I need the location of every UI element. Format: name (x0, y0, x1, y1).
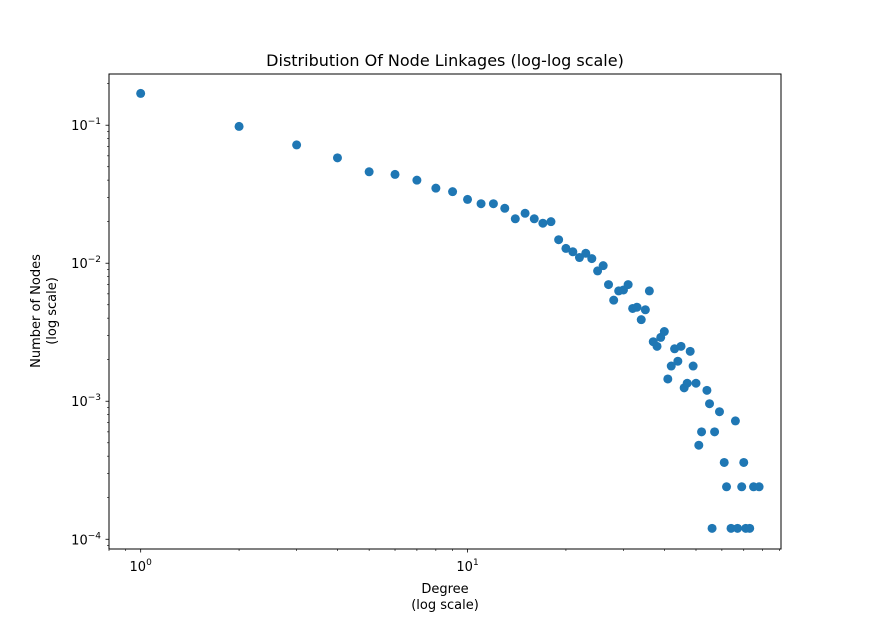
x-tick-label: 101 (456, 558, 478, 575)
data-point (598, 261, 608, 271)
chart-title: Distribution Of Node Linkages (log-log s… (266, 51, 624, 70)
data-point (739, 457, 749, 467)
data-point (754, 482, 764, 492)
data-point (673, 356, 683, 366)
data-point (705, 399, 715, 409)
data-point (722, 482, 732, 492)
y-tick-label-exponent: −3 (88, 393, 101, 403)
data-point (554, 235, 564, 245)
y-tick-label: 10−2 (71, 255, 101, 272)
data-point (730, 416, 740, 426)
data-point (136, 88, 146, 98)
data-point (623, 280, 633, 290)
y-axis: 10−110−210−310−4 (71, 83, 109, 548)
data-point (726, 523, 736, 533)
data-point (694, 440, 704, 450)
data-point (682, 378, 692, 388)
x-axis: 100 101 (108, 549, 780, 575)
data-point (688, 361, 698, 371)
data-point (364, 167, 374, 177)
plot-frame (108, 73, 782, 550)
data-point (568, 247, 578, 257)
data-point (685, 346, 695, 356)
data-point (691, 378, 701, 388)
data-point (292, 140, 302, 150)
data-point (632, 302, 642, 312)
data-point (663, 374, 673, 384)
x-tick-label-exponent: 0 (146, 558, 152, 568)
data-point (714, 407, 724, 417)
data-point (666, 361, 676, 371)
data-point (652, 341, 662, 351)
data-point (431, 183, 441, 193)
data-point (546, 217, 556, 227)
data-point (500, 203, 510, 213)
x-tick-label-base: 10 (456, 560, 473, 575)
data-point (707, 523, 717, 533)
y-tick-label-base: 10 (71, 533, 88, 548)
data-point (659, 327, 669, 337)
y-axis-label-line2: (log scale) (45, 277, 60, 345)
data-point (644, 286, 654, 296)
data-point (745, 523, 755, 533)
y-tick-label: 10−3 (71, 393, 101, 410)
data-point (463, 194, 473, 204)
data-point (488, 199, 498, 209)
data-point (719, 457, 729, 467)
data-point (737, 482, 747, 492)
y-tick-label-exponent: −2 (88, 255, 101, 265)
data-point (412, 175, 422, 185)
y-tick-label-exponent: −4 (88, 531, 102, 541)
data-point (581, 248, 591, 258)
y-tick-label-base: 10 (71, 395, 88, 410)
data-point (697, 427, 707, 437)
data-point (609, 295, 619, 305)
y-tick-label-base: 10 (71, 119, 88, 134)
data-point (676, 341, 686, 351)
x-axis-label: Degree (421, 582, 468, 597)
data-point (234, 121, 244, 131)
data-point (702, 385, 712, 395)
data-point (448, 187, 458, 197)
y-tick-label: 10−1 (71, 117, 101, 134)
x-axis-label-line2: (log scale) (411, 598, 479, 613)
data-point (574, 253, 584, 263)
data-point (529, 214, 539, 224)
data-point (390, 169, 400, 179)
data-point (636, 315, 646, 325)
data-point (538, 218, 548, 228)
data-point (587, 254, 597, 264)
data-point (710, 427, 720, 437)
data-point (733, 523, 743, 533)
data-point (332, 153, 342, 163)
data-point (561, 243, 571, 253)
y-tick-label-base: 10 (71, 257, 88, 272)
y-tick-label: 10−4 (71, 531, 101, 548)
data-point (604, 280, 614, 290)
data-point (476, 199, 486, 209)
y-tick-label-exponent: −1 (88, 117, 101, 127)
data-point (520, 208, 530, 218)
x-tick-label: 100 (130, 558, 153, 575)
y-axis-label: Number of Nodes (29, 254, 44, 368)
x-tick-label-exponent: 1 (473, 558, 479, 568)
data-points (136, 88, 764, 533)
data-point (640, 305, 650, 315)
data-point (510, 214, 520, 224)
x-tick-label-base: 10 (130, 560, 147, 575)
